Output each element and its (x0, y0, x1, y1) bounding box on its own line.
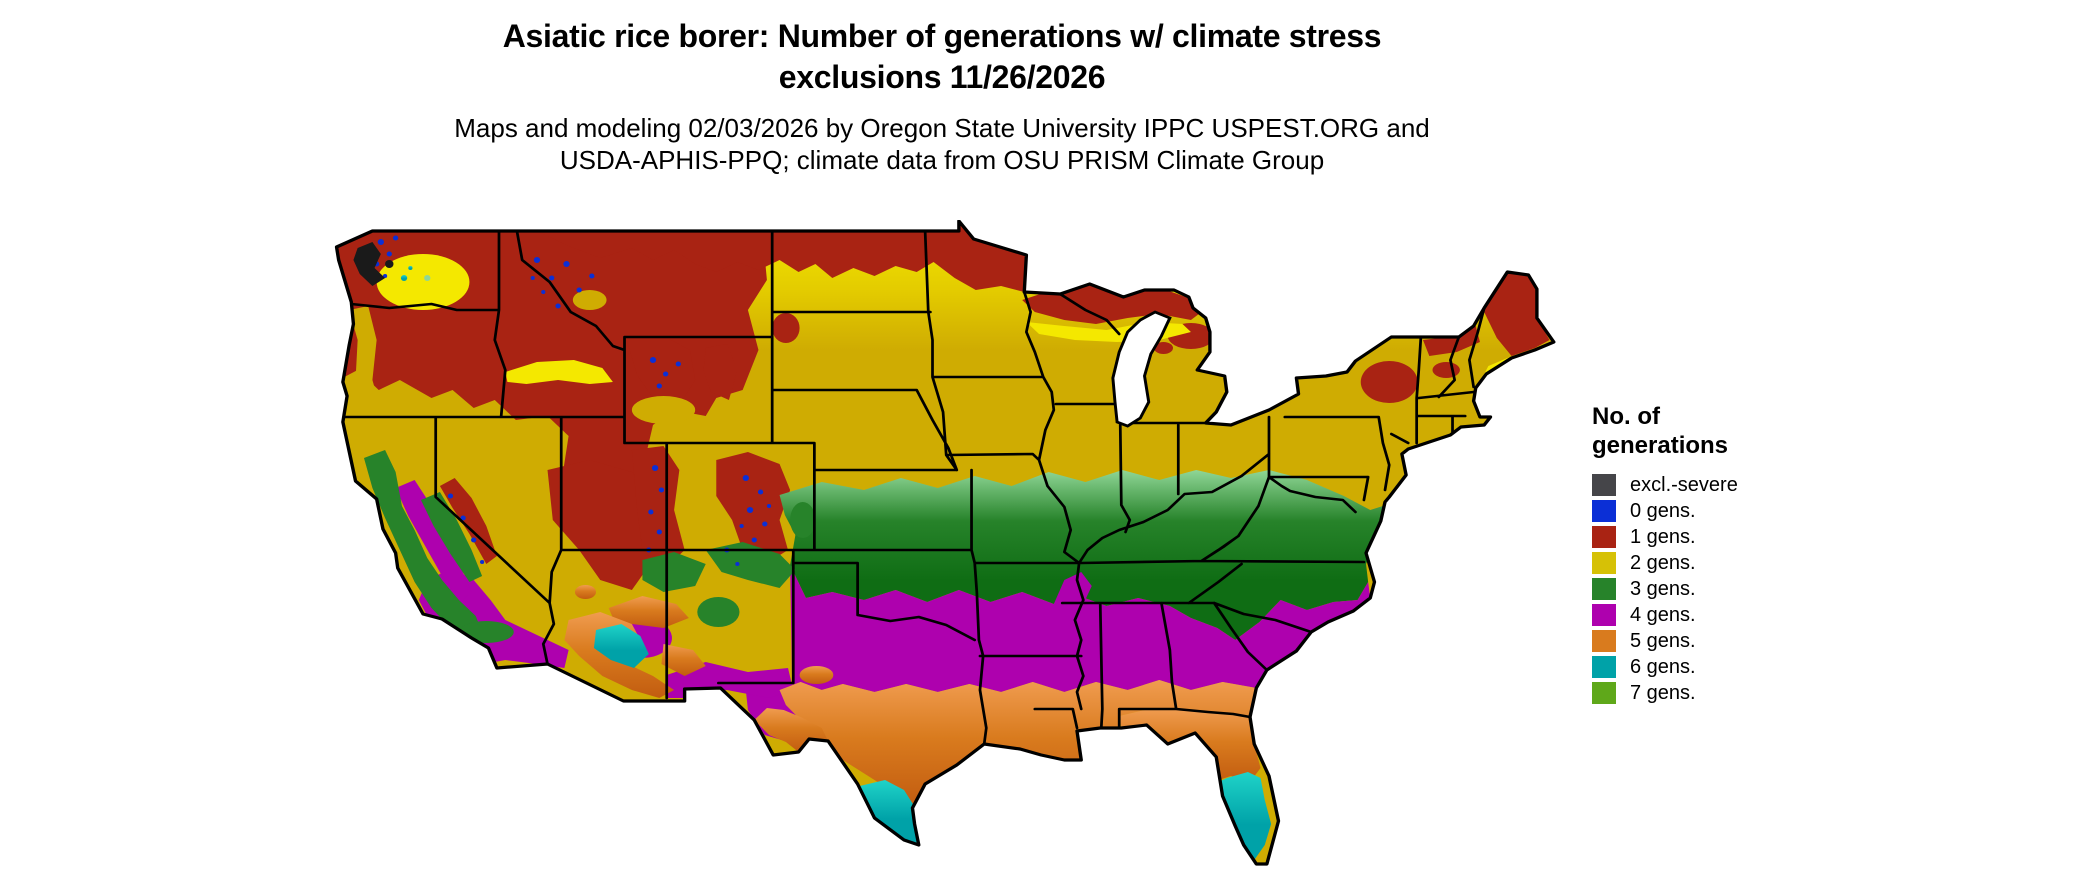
legend-item-label: 1 gens. (1630, 526, 1696, 548)
legend: No. of generations excl.-severe 0 gens. … (1592, 402, 1832, 706)
legend-item: 6 gens. (1592, 654, 1832, 680)
legend-item: 4 gens. (1592, 602, 1832, 628)
legend-item-label: 4 gens. (1630, 604, 1696, 626)
legend-item-label: 2 gens. (1630, 552, 1696, 574)
legend-item: 0 gens. (1592, 498, 1832, 524)
legend-item-label: 5 gens. (1630, 630, 1696, 652)
legend-item: 3 gens. (1592, 576, 1832, 602)
page-subtitle: Maps and modeling 02/03/2026 by Oregon S… (342, 112, 1542, 176)
subtitle-line-2: USDA-APHIS-PPQ; climate data from OSU PR… (559, 145, 1325, 175)
legend-item-label: 6 gens. (1630, 656, 1696, 678)
legend-item: 2 gens. (1592, 550, 1832, 576)
page-title: Asiatic rice borer: Number of generation… (342, 16, 1542, 98)
map-speck-mint (424, 275, 431, 281)
title-line-1: Asiatic rice borer: Number of generation… (502, 18, 1382, 54)
legend-swatch-0-gens (1592, 500, 1616, 522)
subtitle-line-1: Maps and modeling 02/03/2026 by Oregon S… (454, 113, 1430, 143)
legend-item-label: 7 gens. (1630, 682, 1696, 704)
title-line-2: exclusions 11/26/2026 (778, 59, 1106, 95)
legend-item: 5 gens. (1592, 628, 1832, 654)
legend-swatch-3-gens (1592, 578, 1616, 600)
state-borders (341, 229, 1486, 746)
lake-michigan (1111, 310, 1172, 428)
legend-swatch-7-gens (1592, 682, 1616, 704)
legend-swatch-6-gens (1592, 656, 1616, 678)
legend-title: No. of generations (1592, 402, 1832, 460)
legend-item-label: excl.-severe (1630, 474, 1738, 496)
legend-item-label: 0 gens. (1630, 500, 1696, 522)
legend-swatch-excl (1592, 474, 1616, 496)
legend-title-line-1: No. of (1592, 403, 1660, 430)
legend-item: 1 gens. (1592, 524, 1832, 550)
us-map-svg (334, 220, 1556, 866)
us-generations-map (326, 220, 1558, 882)
legend-item: excl.-severe (1592, 472, 1832, 498)
legend-swatch-4-gens (1592, 604, 1616, 626)
legend-swatch-2-gens (1592, 552, 1616, 574)
legend-item-label: 3 gens. (1630, 578, 1696, 600)
map-layer-excl (353, 242, 394, 286)
legend-swatch-5-gens (1592, 630, 1616, 652)
legend-swatch-1-gens (1592, 526, 1616, 548)
map-header: Asiatic rice borer: Number of generation… (342, 16, 1542, 176)
legend-title-line-2: generations (1592, 432, 1729, 459)
map-layer-gen6 (400, 266, 1272, 860)
legend-item: 7 gens. (1592, 680, 1832, 706)
map-layer-gen3-band (779, 470, 1383, 640)
